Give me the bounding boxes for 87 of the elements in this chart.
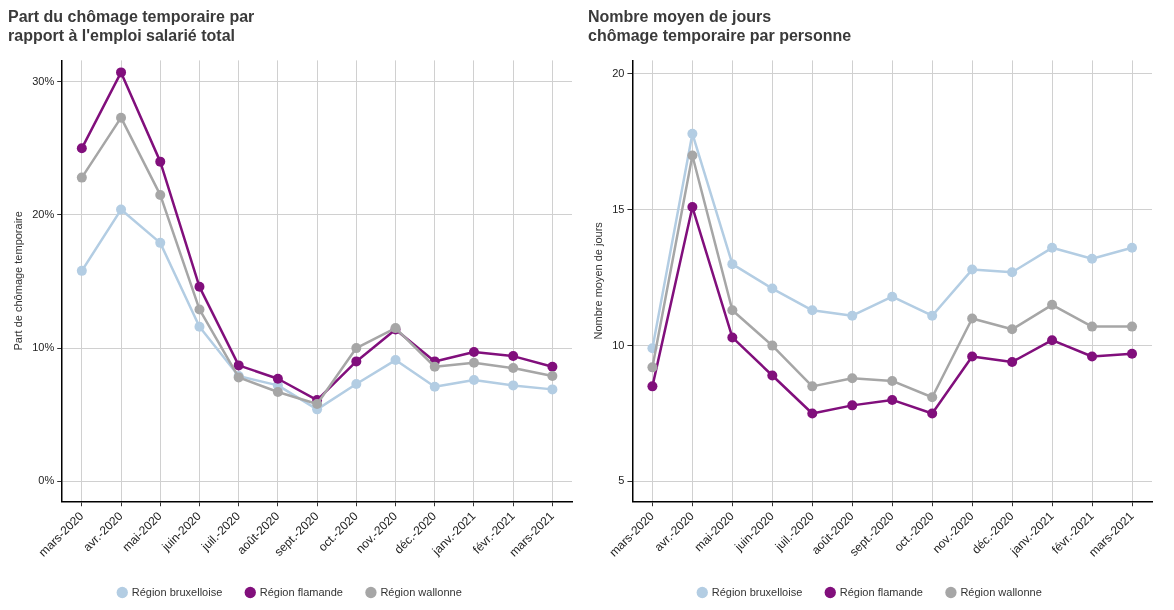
point xyxy=(76,265,87,276)
point xyxy=(887,375,898,386)
point xyxy=(508,380,519,391)
point xyxy=(1047,242,1058,253)
point xyxy=(887,394,898,405)
y-tick-label: 15 xyxy=(612,202,625,215)
point xyxy=(1087,351,1098,362)
point xyxy=(429,381,440,392)
point xyxy=(468,347,479,358)
point xyxy=(687,128,698,139)
point xyxy=(116,112,127,123)
chart-title: Part du chômage temporaire par rapport à l'emploi salarié total xyxy=(8,8,255,45)
point xyxy=(1087,321,1098,332)
point xyxy=(272,387,283,398)
point xyxy=(927,310,938,321)
point xyxy=(508,363,519,374)
point xyxy=(1127,348,1138,359)
point xyxy=(547,371,558,382)
point xyxy=(194,304,205,315)
legend-label: Région wallonne xyxy=(960,585,1042,598)
point xyxy=(887,291,898,302)
point xyxy=(76,143,87,154)
point xyxy=(155,237,166,248)
chart-title: Nombre moyen de jours chômage temporaire par personne xyxy=(588,8,852,45)
point xyxy=(547,361,558,372)
y-tick-label: 20 xyxy=(612,67,625,80)
legend-label: Région bruxelloise xyxy=(131,585,223,598)
point xyxy=(807,305,818,316)
point xyxy=(927,408,938,419)
point xyxy=(508,351,519,362)
point xyxy=(76,172,87,183)
point xyxy=(927,392,938,403)
legend-label: Région wallonne xyxy=(380,585,462,598)
y-axis-title: Part de chômage temporaire xyxy=(11,211,24,351)
point xyxy=(351,379,362,390)
point xyxy=(767,340,778,351)
y-tick-label: 10 xyxy=(612,338,625,351)
point xyxy=(233,360,244,371)
point xyxy=(967,351,978,362)
point xyxy=(1047,299,1058,310)
point xyxy=(727,332,738,343)
point xyxy=(767,370,778,381)
point xyxy=(194,281,205,292)
point xyxy=(1007,356,1018,367)
point xyxy=(1007,267,1018,278)
y-tick-label: 30% xyxy=(32,74,55,87)
point xyxy=(727,305,738,316)
point xyxy=(272,373,283,384)
point xyxy=(967,313,978,324)
point xyxy=(847,373,858,384)
point xyxy=(116,67,127,78)
point xyxy=(194,321,205,332)
point xyxy=(1007,324,1018,335)
point xyxy=(429,361,440,372)
legend-label: Région flamande xyxy=(839,585,923,598)
point xyxy=(468,375,479,386)
point xyxy=(807,408,818,419)
point xyxy=(647,381,658,392)
point xyxy=(847,400,858,411)
point xyxy=(351,343,362,354)
y-tick-label: 20% xyxy=(32,207,55,220)
y-tick-label: 0% xyxy=(38,474,55,487)
point xyxy=(807,381,818,392)
point xyxy=(687,202,698,213)
point xyxy=(1087,253,1098,264)
y-tick-label: 5 xyxy=(618,474,625,487)
point xyxy=(967,264,978,275)
point xyxy=(390,355,401,366)
legend-label: Région bruxelloise xyxy=(711,585,803,598)
y-axis-title: Nombre moyen de jours xyxy=(591,221,604,340)
point xyxy=(155,189,166,200)
point xyxy=(116,204,127,215)
point xyxy=(468,357,479,368)
point xyxy=(1127,321,1138,332)
point xyxy=(727,259,738,270)
point xyxy=(547,384,558,395)
point xyxy=(647,362,658,373)
point xyxy=(687,150,698,161)
point xyxy=(1047,335,1058,346)
point xyxy=(351,356,362,367)
point xyxy=(847,310,858,321)
point xyxy=(155,156,166,167)
point xyxy=(767,283,778,294)
point xyxy=(1127,242,1138,253)
legend-label: Région flamande xyxy=(259,585,343,598)
y-tick-label: 10% xyxy=(32,341,55,354)
point xyxy=(312,399,323,410)
